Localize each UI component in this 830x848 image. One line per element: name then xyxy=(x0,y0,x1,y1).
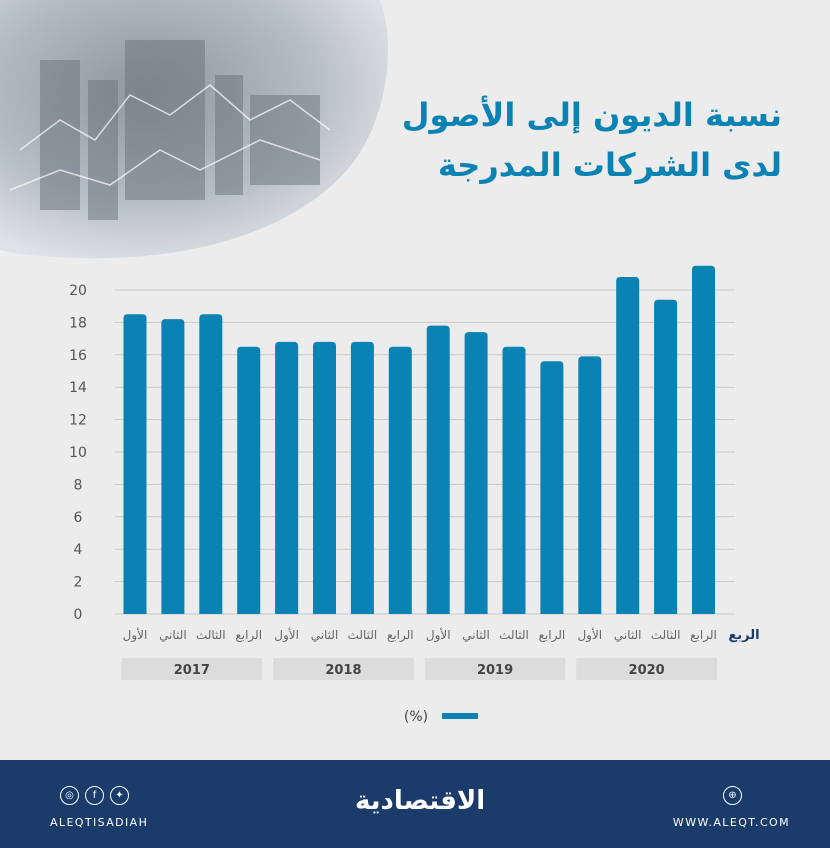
bar xyxy=(464,332,488,614)
x-tick-label: الثالث xyxy=(499,628,529,642)
y-tick-label: 10 xyxy=(69,445,87,461)
x-tick-label: الثاني xyxy=(159,628,187,642)
bar xyxy=(692,265,715,614)
chart-title-line1: نسبة الديون إلى الأصول xyxy=(401,96,782,134)
year-label: 2019 xyxy=(477,663,513,678)
year-label: 2020 xyxy=(629,663,665,678)
bar-chart: 0 2 4 6 8 10 12 14 16 18 20 الأول الثاني الثالث الرابع… xyxy=(69,265,760,725)
bar xyxy=(540,361,564,614)
year-label: 2017 xyxy=(174,663,210,678)
bar xyxy=(237,346,261,614)
bar xyxy=(350,341,374,614)
year-band xyxy=(576,658,717,680)
y-tick-label: 12 xyxy=(69,413,87,429)
chart-title-line2: لدى الشركات المدرجة xyxy=(437,146,782,184)
website-link[interactable]: WWW.ALEQT.COM xyxy=(672,816,790,829)
x-tick-label: الأول xyxy=(426,627,451,643)
twitter-icon[interactable]: ✦ xyxy=(110,786,129,805)
y-tick-label: 4 xyxy=(74,542,83,558)
y-tick-label: 8 xyxy=(74,477,83,493)
y-tick-label: 20 xyxy=(69,283,87,299)
y-tick-label: 0 xyxy=(74,607,83,623)
x-tick-label: الأول xyxy=(274,627,299,643)
x-tick-label: الثالث xyxy=(196,628,226,642)
year-label: 2018 xyxy=(325,663,361,678)
x-tick-label: الثالث xyxy=(651,628,681,642)
globe-icon[interactable]: ⊕ xyxy=(723,786,742,805)
x-tick-label: الثالث xyxy=(348,628,378,642)
bar xyxy=(502,346,526,614)
x-tick-label: الرابع xyxy=(235,628,262,643)
y-tick-label: 6 xyxy=(74,510,83,526)
x-tick-label: الثاني xyxy=(311,628,339,642)
social-icons: ◎ f ✦ xyxy=(60,786,129,805)
facebook-icon[interactable]: f xyxy=(85,786,104,805)
x-tick-label: الأول xyxy=(577,627,602,643)
footer: ◎ f ✦ ALEQTISADIAH الاقتصادية ⊕ WWW.ALEQ… xyxy=(0,760,830,848)
bar xyxy=(313,341,336,614)
y-tick-label: 2 xyxy=(74,575,83,591)
x-tick-label: الرابع xyxy=(690,628,717,643)
bar xyxy=(161,319,185,614)
legend-swatch xyxy=(442,713,478,719)
year-band xyxy=(424,658,566,680)
x-tick-label: الأول xyxy=(123,627,148,643)
instagram-icon[interactable]: ◎ xyxy=(60,786,79,805)
bar xyxy=(199,314,223,614)
header-background-image xyxy=(0,0,388,259)
y-tick-label: 18 xyxy=(69,315,87,331)
brand-logo: الاقتصادية xyxy=(355,786,486,816)
bar xyxy=(654,299,678,614)
bar xyxy=(616,277,640,614)
bar xyxy=(275,341,299,614)
year-band xyxy=(273,658,414,680)
x-tick-label: الثاني xyxy=(462,628,490,642)
x-tick-label: الثاني xyxy=(614,628,642,642)
bar xyxy=(578,356,602,614)
x-tick-label: الرابع xyxy=(387,628,414,643)
legend-label: (%) xyxy=(404,709,428,725)
social-handle[interactable]: ALEQTISADIAH xyxy=(50,816,149,829)
x-axis-label: الربع xyxy=(728,628,759,643)
x-tick-label: الرابع xyxy=(539,628,566,643)
bar xyxy=(123,314,147,614)
y-tick-label: 16 xyxy=(69,348,87,364)
bar xyxy=(426,325,450,614)
bar xyxy=(388,346,412,614)
y-tick-label: 14 xyxy=(69,380,87,396)
year-band xyxy=(121,658,263,680)
